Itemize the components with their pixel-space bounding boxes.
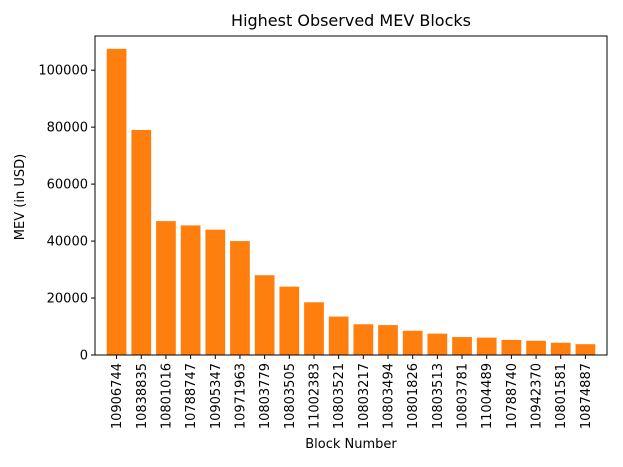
- plot-frame: [94, 35, 608, 356]
- x-tick-label: 10838835: [135, 363, 150, 429]
- bar-10905347: [205, 229, 226, 355]
- bar-10803513: [427, 333, 448, 355]
- x-tick-label: 10906744: [110, 363, 125, 429]
- x-tick-label: 10801826: [406, 363, 421, 429]
- y-tick-label: 100000: [38, 64, 88, 79]
- x-axis-label: Block Number: [305, 437, 397, 452]
- bar-10803521: [328, 316, 349, 355]
- x-tick-label: 10788740: [505, 363, 520, 429]
- x-tick-label: 10788747: [184, 363, 199, 429]
- y-tick-label: 40000: [47, 235, 88, 250]
- bar-10788740: [501, 339, 522, 355]
- x-tick-label: 10874887: [579, 363, 594, 429]
- bar-10803779: [254, 275, 275, 355]
- x-tick-label: 10801016: [159, 363, 174, 429]
- bar-10801826: [402, 330, 423, 355]
- x-tick-label: 10803494: [382, 363, 397, 429]
- x-tick-label: 11002383: [307, 363, 322, 429]
- bar-10971963: [230, 241, 250, 355]
- bar-10801581: [550, 342, 571, 355]
- bar-10803217: [353, 324, 374, 355]
- bar-11002383: [304, 302, 324, 355]
- bars-group: [106, 48, 596, 355]
- bar-10838835: [131, 129, 152, 355]
- bar-10906744: [106, 48, 127, 355]
- bar-10874887: [575, 344, 596, 355]
- chart-title: Highest Observed MEV Blocks: [231, 11, 471, 30]
- x-tick-label: 10803505: [283, 363, 298, 429]
- x-tick-label: 10803521: [332, 363, 347, 429]
- bar-11004489: [476, 337, 497, 355]
- x-tick-label: 10801581: [554, 363, 569, 429]
- x-tick-label: 10803217: [357, 363, 372, 429]
- x-tick-label: 10803779: [258, 363, 273, 429]
- bar-10801016: [156, 221, 176, 355]
- bar-10942370: [526, 340, 546, 355]
- y-tick-label: 60000: [47, 178, 88, 193]
- bar-10803781: [452, 337, 472, 355]
- x-axis: 10906744 10838835 10801016 10788747 10905347…: [110, 355, 594, 429]
- bar-10803494: [378, 325, 398, 355]
- bar-10803505: [279, 286, 300, 355]
- x-tick-label: 10905347: [209, 363, 224, 429]
- x-tick-label: 10971963: [233, 363, 248, 429]
- x-tick-label: 11004489: [480, 363, 495, 429]
- y-tick-label: 20000: [47, 292, 88, 307]
- y-tick-label: 0: [80, 349, 88, 364]
- y-tick-label: 80000: [47, 121, 88, 136]
- y-axis: 0 20000 40000 60000 80000 100000: [38, 64, 95, 364]
- bar-10788747: [180, 225, 201, 355]
- x-tick-label: 10803781: [456, 363, 471, 429]
- y-axis-label: MEV (in USD): [13, 154, 28, 240]
- x-tick-label: 10803513: [431, 363, 446, 429]
- x-tick-label: 10942370: [530, 363, 545, 429]
